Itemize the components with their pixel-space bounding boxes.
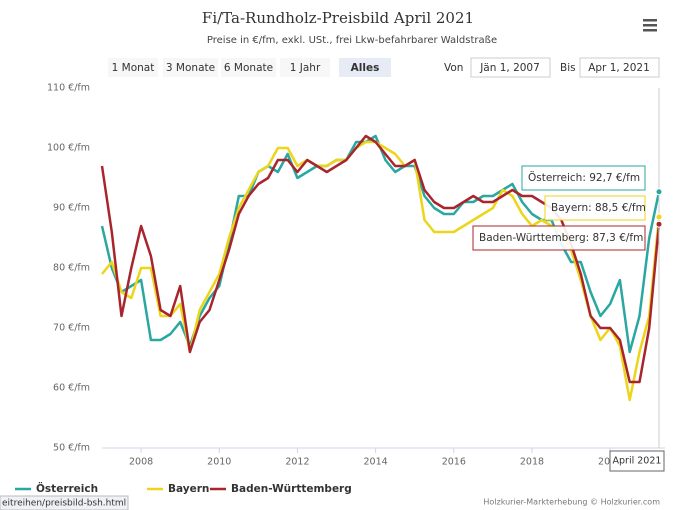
- menu-bar: [643, 24, 657, 27]
- legend-label: Baden-Württemberg: [231, 483, 352, 495]
- menu-bar: [643, 19, 657, 22]
- y-tick-label: 80 €/fm: [53, 263, 90, 274]
- tooltip-text: Österreich: 92,7 €/fm: [528, 171, 640, 184]
- from-input[interactable]: [470, 57, 551, 78]
- x-tick-label: 2018: [520, 457, 544, 468]
- legend-label: Österreich: [36, 481, 98, 495]
- range-button[interactable]: [221, 58, 276, 77]
- hover-point: [655, 188, 663, 196]
- legend-item[interactable]: Bayern: [147, 483, 209, 495]
- credits[interactable]: Holzkurier-Markterhebung © Holzkurier.co…: [483, 498, 660, 507]
- y-tick-label: 50 €/fm: [53, 443, 90, 454]
- x-tick-label: 2010: [207, 457, 231, 468]
- tooltip-text: Bayern: 88,5 €/fm: [551, 202, 646, 214]
- to-input[interactable]: [579, 57, 660, 78]
- menu-bar: [643, 29, 657, 32]
- y-tick-label: 90 €/fm: [53, 203, 90, 214]
- to-date: Apr 1, 2021: [588, 62, 650, 74]
- range-button[interactable]: [108, 58, 158, 77]
- x-tick-label: 2008: [129, 457, 153, 468]
- range-button-label: 1 Monat: [112, 62, 155, 74]
- hover-point: [655, 213, 663, 221]
- status-url: eitreihen/preisbild-bsh.html: [2, 499, 126, 509]
- chart-title: Fi/Ta-Rundholz-Preisbild April 2021: [202, 9, 474, 27]
- x-tick-label: 2014: [364, 457, 388, 468]
- menu-icon[interactable]: [643, 19, 657, 32]
- y-tick-label: 60 €/fm: [53, 383, 90, 394]
- range-button-label: 6 Monate: [224, 62, 273, 74]
- y-tick-label: 110 €/fm: [47, 83, 90, 94]
- chart-subtitle: Preise in €/fm, exkl. USt., frei Lkw-bef…: [207, 35, 497, 46]
- crosshair-label-box: [609, 450, 665, 472]
- legend-item[interactable]: Baden-Württemberg: [210, 483, 352, 495]
- tooltip-text: Baden-Württemberg: 87,3 €/fm: [479, 232, 643, 244]
- from-label: Von: [444, 62, 463, 74]
- tooltip-box: [544, 195, 646, 221]
- crosshair-label: April 2021: [613, 456, 662, 467]
- legend-item[interactable]: Österreich: [15, 481, 98, 495]
- y-tick-label: 100 €/fm: [47, 143, 90, 154]
- x-tick-label: 2012: [285, 457, 309, 468]
- range-button-label: 3 Monate: [166, 62, 215, 74]
- tooltip-box: [521, 165, 646, 191]
- y-tick-label: 70 €/fm: [53, 323, 90, 334]
- status-bar: [0, 495, 129, 510]
- range-button-label: 1 Jahr: [290, 62, 321, 74]
- legend-label: Bayern: [168, 483, 209, 495]
- x-tick-label: 2016: [442, 457, 466, 468]
- to-label: Bis: [560, 62, 576, 74]
- range-button-label: Alles: [351, 62, 380, 74]
- from-date: Jän 1, 2007: [479, 62, 540, 74]
- hover-point: [655, 220, 663, 228]
- range-button[interactable]: [163, 58, 218, 77]
- range-button[interactable]: [339, 58, 391, 77]
- tooltip-box: [472, 225, 646, 251]
- range-button[interactable]: [280, 58, 330, 77]
